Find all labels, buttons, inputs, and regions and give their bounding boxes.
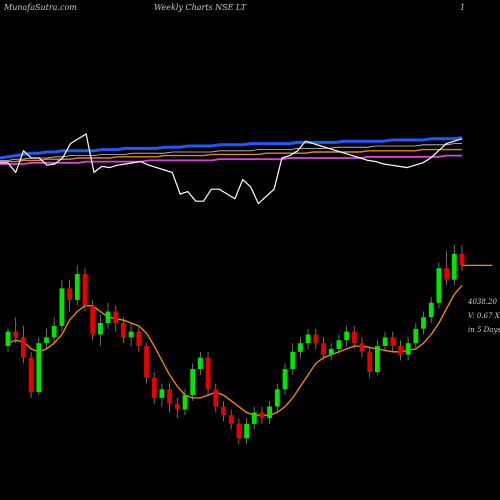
down-candle — [390, 337, 396, 346]
indicator-panel — [0, 133, 463, 205]
up-candle — [59, 288, 65, 326]
down-candle — [167, 389, 172, 404]
up-candle — [105, 311, 111, 323]
down-candle — [90, 305, 96, 335]
down-candle — [259, 412, 265, 419]
ma-orange-line — [0, 148, 462, 163]
up-candle — [267, 406, 272, 419]
up-candle — [451, 253, 457, 280]
down-candle — [444, 268, 449, 280]
up-candle — [382, 337, 388, 346]
up-candle — [36, 343, 42, 393]
up-candle — [74, 274, 80, 300]
down-candle — [459, 253, 465, 266]
down-candle — [228, 415, 234, 424]
price-panel — [5, 245, 492, 445]
site-label: MunafaSutra.com — [3, 3, 77, 12]
down-candle — [398, 346, 403, 355]
down-candle — [151, 377, 157, 398]
up-candle — [198, 357, 203, 370]
up-candle — [128, 331, 134, 338]
period-label: in 5 Days — [468, 326, 500, 334]
last-price-label: 4038.20 — [467, 298, 497, 306]
up-candle — [336, 340, 342, 349]
down-candle — [213, 389, 219, 407]
up-candle — [182, 395, 188, 410]
down-candle — [174, 403, 180, 410]
indicator-line — [0, 133, 463, 205]
up-candle — [159, 389, 165, 398]
down-candle — [67, 288, 72, 300]
down-candle — [205, 357, 211, 390]
up-candle — [44, 337, 49, 344]
down-candle — [313, 334, 319, 344]
up-candle — [375, 346, 380, 372]
up-candle — [428, 302, 434, 318]
page-number: 1 — [460, 3, 465, 12]
down-candle — [359, 343, 365, 352]
down-candle — [121, 323, 126, 338]
down-candle — [321, 343, 326, 355]
up-candle — [274, 389, 280, 407]
up-candle — [5, 331, 11, 346]
down-candle — [236, 423, 242, 439]
up-candle — [244, 423, 249, 439]
up-candle — [413, 328, 419, 344]
down-candle — [144, 346, 149, 378]
chart-title: Weekly Charts NSE LT — [154, 3, 247, 12]
down-candle — [221, 406, 226, 416]
up-candle — [290, 351, 296, 370]
up-candle — [98, 323, 103, 335]
up-candle — [251, 412, 257, 424]
price-moving-average-line — [7, 285, 463, 416]
down-candle — [28, 357, 34, 393]
up-candle — [328, 348, 334, 355]
up-candle — [190, 369, 196, 395]
up-candle — [282, 369, 288, 390]
up-candle — [305, 334, 311, 344]
up-candle — [421, 317, 426, 329]
down-candle — [136, 331, 142, 346]
down-candle — [113, 311, 119, 323]
up-candle — [344, 331, 349, 341]
down-candle — [367, 351, 373, 372]
up-candle — [298, 343, 303, 352]
ma-blue-line — [0, 136, 463, 160]
volume-ratio-label: V: 0.67 X — [468, 312, 500, 320]
down-candle — [351, 331, 357, 344]
up-candle — [51, 325, 57, 338]
down-candle — [21, 337, 26, 358]
ma-light-line — [0, 143, 462, 161]
up-candle — [436, 268, 442, 303]
ma-magenta-line — [0, 154, 462, 165]
down-candle — [82, 274, 88, 306]
down-candle — [13, 331, 19, 338]
up-candle — [405, 343, 411, 355]
